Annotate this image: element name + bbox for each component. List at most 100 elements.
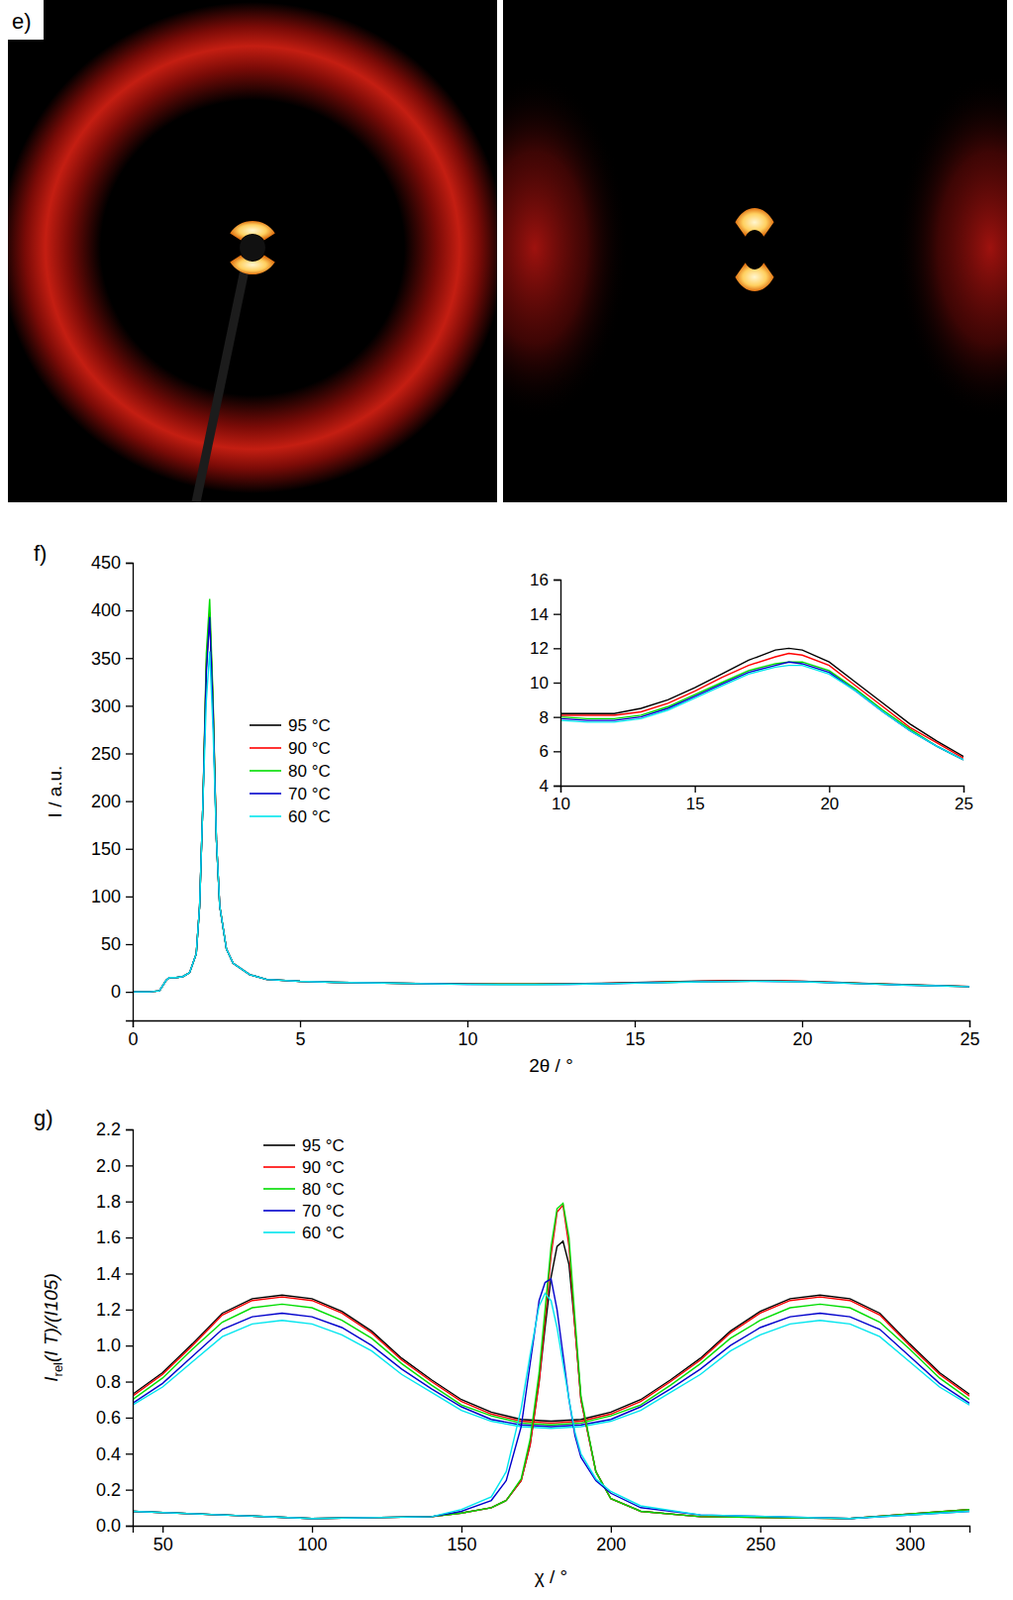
tick-label: 4 [539, 776, 549, 796]
tick-label: 0 [127, 1028, 138, 1049]
series-line [132, 1319, 970, 1428]
y-axis-tick: 1.4 [96, 1263, 133, 1284]
tick-mark [969, 1019, 971, 1027]
inset-x-axis-tick: 25 [954, 785, 974, 813]
y-axis-tick: 0 [110, 981, 133, 1002]
detector-image-left [7, 0, 498, 503]
tick-mark [828, 785, 830, 793]
legend-swatch [263, 1165, 296, 1168]
legend-label: 60 °C [288, 807, 331, 826]
tick-mark [125, 562, 133, 564]
legend-label: 70 °C [302, 1201, 345, 1220]
tick-mark [125, 1417, 133, 1419]
diffuse-ring [7, 1, 498, 494]
y-axis: 050100150200250300350400450 [91, 552, 134, 1020]
panel-label: f) [33, 540, 47, 566]
plot-lines [132, 1203, 970, 1519]
y-axis-line [125, 563, 134, 1021]
panel-f: 05101520250501001502002503003504004502θ … [33, 0, 981, 1076]
inset-y-axis-tick: 16 [529, 570, 561, 590]
figure: e)05101520250501001502002503003504004502… [0, 0, 1013, 1600]
legend-swatch [249, 814, 282, 817]
series-line [132, 599, 970, 993]
series-line [132, 1303, 970, 1424]
tick-label: 0.8 [96, 1371, 121, 1392]
y-axis-tick: 100 [91, 886, 133, 907]
tick-label: 15 [686, 794, 706, 813]
tick-mark [553, 682, 561, 684]
y-axis-tick: 0.4 [96, 1443, 133, 1464]
beam-stop [196, 255, 248, 503]
y-axis-tick: 1.0 [96, 1334, 133, 1355]
inset-y-axis-tick: 12 [529, 638, 561, 658]
tick-label: 12 [529, 638, 549, 658]
tick-label: 8 [539, 708, 549, 727]
tick-label: 0.0 [96, 1515, 121, 1535]
inset-y-axis-tick: 6 [539, 741, 561, 761]
series-peak-line [132, 1240, 970, 1519]
y-axis-title: I / a.u. [44, 765, 66, 818]
tick-label: 14 [529, 605, 549, 624]
tick-mark [634, 1019, 636, 1027]
x-axis-tick: 5 [295, 1019, 305, 1049]
diffuse-band [503, 74, 629, 421]
legend-label: 90 °C [302, 1157, 345, 1177]
tick-label: 2.2 [96, 1118, 121, 1139]
series-line [132, 614, 970, 992]
series-peak-line [132, 1278, 970, 1519]
y-axis-tick: 1.6 [96, 1226, 133, 1247]
y-axis-line [125, 1129, 134, 1526]
tick-mark [125, 1272, 133, 1274]
y-axis-tick: 300 [91, 696, 133, 716]
tick-mark [125, 943, 133, 945]
reflection-arc [734, 262, 774, 292]
x-axis-tick: 300 [895, 1524, 925, 1554]
inset-x-axis-line [561, 786, 965, 794]
tick-label: 10 [457, 1028, 478, 1049]
tick-mark [125, 1344, 133, 1346]
tick-mark [610, 1524, 612, 1532]
y-axis-title: Irel(I T)/(I105) [40, 1272, 66, 1381]
x-axis-tick: 10 [457, 1019, 478, 1049]
x-axis: 50100150200250300 [133, 1524, 971, 1554]
detector-image-right [503, 0, 1008, 503]
tick-mark [311, 1524, 313, 1532]
tick-label: 0.4 [96, 1443, 121, 1464]
tick-label: 20 [819, 794, 839, 813]
legend-label: 95 °C [288, 715, 331, 735]
x-axis-tick: 50 [153, 1524, 174, 1554]
x-axis-title: χ / ° [534, 1565, 568, 1587]
inset-y-axis: 46810121416 [529, 570, 561, 796]
inset-series-line [560, 579, 964, 786]
tick-label: 10 [551, 794, 571, 813]
x-axis-line [133, 1525, 971, 1533]
inset-series-line [560, 579, 964, 786]
tick-label: 20 [792, 1028, 812, 1049]
tick-label: 15 [624, 1028, 645, 1049]
inset-x-axis-tick: 15 [686, 785, 706, 813]
y-axis-tick: 50 [101, 933, 133, 954]
legend-label: 90 °C [288, 738, 331, 758]
tick-label: 200 [91, 791, 121, 811]
y-axis-tick: 0.6 [96, 1407, 133, 1427]
y-axis-tick: 0.0 [96, 1515, 133, 1535]
tick-mark [125, 800, 133, 802]
tick-label: 300 [91, 696, 121, 716]
tick-mark [553, 716, 561, 718]
x-axis-line [133, 1020, 971, 1028]
x-axis-tick: 100 [298, 1524, 328, 1554]
legend-swatch [263, 1230, 296, 1233]
x-axis-tick: 150 [446, 1524, 477, 1554]
tick-mark [125, 1488, 133, 1490]
inset-series-line [560, 579, 964, 786]
x-axis-tick: 200 [596, 1524, 626, 1554]
legend-swatch [263, 1187, 296, 1190]
tick-mark [553, 579, 561, 581]
plot-lines [132, 599, 970, 993]
tick-label: 400 [91, 600, 121, 620]
tick-mark [125, 1128, 133, 1130]
legend-swatch [249, 792, 282, 795]
inset: 1015202546810121416 [292, 0, 974, 854]
legend-label: 80 °C [302, 1179, 345, 1199]
y-axis-title-part: (I T)/(I105) [40, 1272, 62, 1362]
